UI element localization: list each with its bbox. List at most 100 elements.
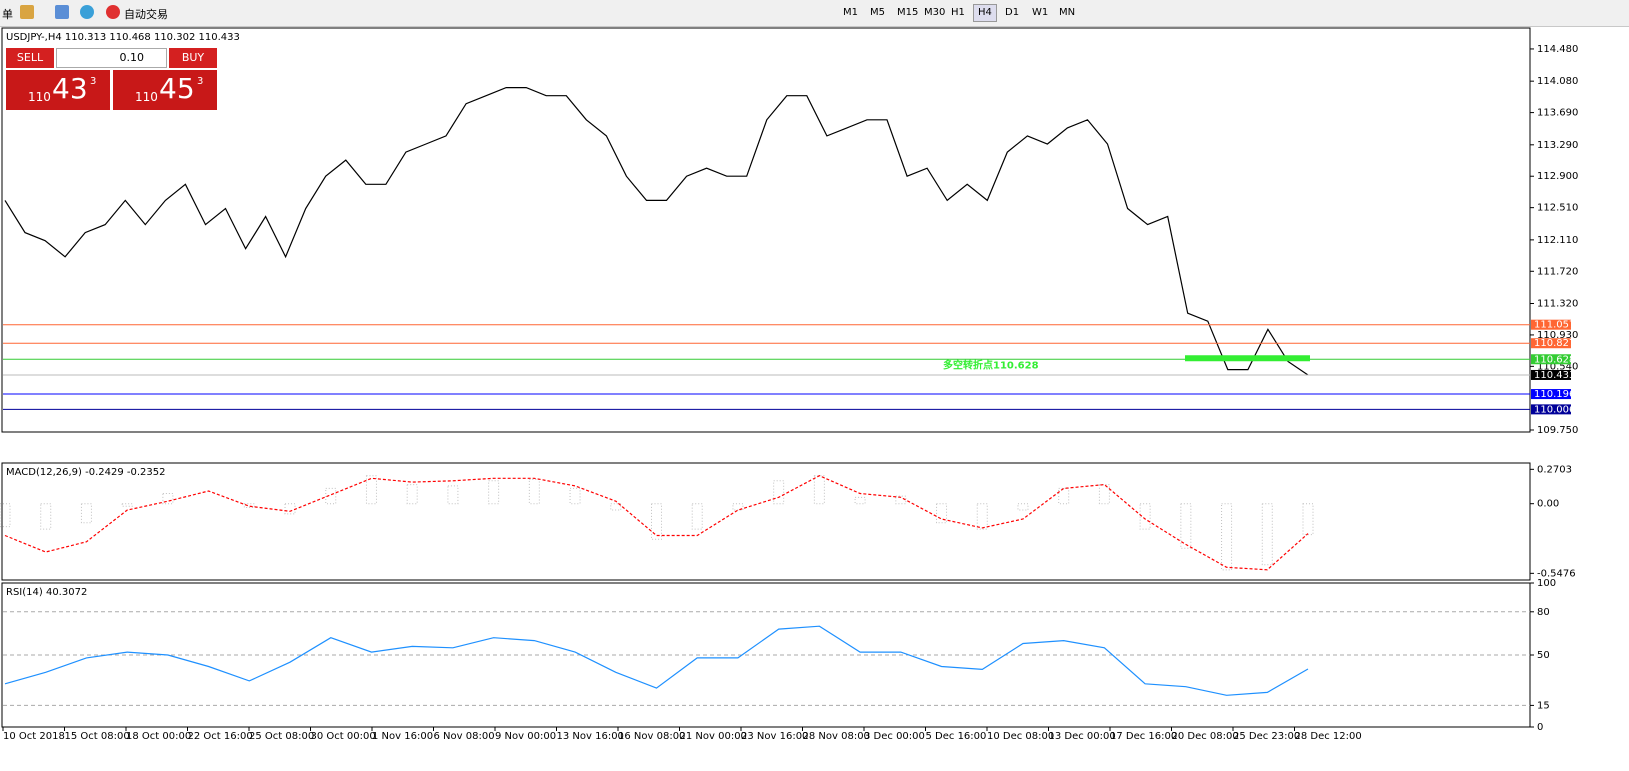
level-label: 110.196 [1534, 389, 1575, 400]
level-tag [1531, 404, 1571, 415]
histogram-bar [569, 487, 581, 505]
trade-panel: SELL 0.10 BUY 110 43 3 110 45 3 [6, 48, 217, 110]
timeframe-button[interactable]: H4 [973, 4, 997, 22]
level-label: 110.006 [1534, 404, 1575, 415]
y-tick-label: 100 [1537, 578, 1556, 589]
x-tick-label: 22 Oct 16:00 [188, 731, 253, 742]
y-tick-label: 80 [1537, 607, 1550, 618]
histogram-bar [121, 503, 133, 507]
chart-area: USDJPY-,H4 110.313 110.468 110.302 110.4… [0, 27, 1578, 742]
price-main: 43 [52, 72, 88, 105]
icon[interactable] [20, 5, 34, 19]
timeframe-button[interactable]: M30 [924, 7, 946, 18]
y-tick-label: 15 [1537, 700, 1550, 711]
x-tick-label: 28 Dec 12:00 [1295, 731, 1362, 742]
level-tag [1531, 354, 1571, 365]
x-tick-label: 18 Oct 00:00 [126, 731, 191, 742]
sell-button[interactable]: SELL [6, 48, 54, 68]
y-tick-label: 109.750 [1537, 425, 1578, 436]
histogram-bar [243, 503, 255, 509]
histogram-bar [0, 503, 11, 528]
histogram-bar [406, 484, 418, 505]
icon[interactable] [80, 5, 94, 19]
y-tick-label: 110.540 [1537, 361, 1578, 372]
y-tick-label: 112.510 [1537, 203, 1578, 214]
x-tick-label: 25 Oct 08:00 [249, 731, 314, 742]
timeframe-button[interactable]: W1 [1032, 7, 1049, 18]
level-label: 110.628 [1534, 354, 1575, 365]
timeframe-button[interactable]: M15 [897, 7, 919, 18]
auto-trade[interactable]: 自动交易 [124, 8, 168, 21]
icon[interactable] [55, 5, 69, 19]
histogram-bar [732, 503, 744, 511]
level-label: 111.057 [1534, 320, 1575, 331]
y-tick-label: 0 [1537, 722, 1543, 733]
timeframe-button[interactable]: M1 [843, 7, 858, 18]
histogram-bar [1261, 503, 1273, 566]
last-price-label: 110.433 [1534, 370, 1575, 381]
y-tick-label: 0.2703 [1537, 464, 1572, 475]
level-tag [1531, 319, 1571, 330]
y-tick-label: 110.930 [1537, 330, 1578, 341]
lot-input[interactable]: 0.10 [56, 48, 167, 68]
histogram-bar [691, 503, 703, 530]
histogram-bar [80, 503, 92, 524]
y-tick-label: 114.080 [1537, 76, 1578, 87]
histogram-bar [813, 475, 825, 505]
level-tag [1531, 338, 1571, 349]
histogram-bar [162, 493, 174, 505]
y-tick-label: 0.00 [1537, 499, 1559, 510]
histogram-bar [651, 503, 662, 540]
menu[interactable]: 单 [2, 8, 13, 21]
histogram-bar [936, 503, 948, 524]
y-tick-label: 112.110 [1537, 235, 1578, 246]
histogram-bar [488, 480, 500, 505]
x-tick-label: 16 Nov 08:00 [618, 731, 685, 742]
x-tick-label: 30 Oct 00:00 [311, 731, 376, 742]
icon[interactable] [106, 5, 120, 19]
panel-frame [1, 27, 1531, 433]
x-tick-label: 3 Dec 00:00 [864, 731, 925, 742]
level-label: 110.827 [1534, 338, 1575, 349]
x-tick-label: 5 Dec 16:00 [926, 731, 987, 742]
last-price-tag [1531, 369, 1571, 380]
series-line [4, 625, 1309, 696]
price-main: 45 [159, 72, 195, 105]
histogram-bar [528, 479, 540, 505]
y-tick-label: -0.5476 [1537, 568, 1576, 579]
histogram-bar [1098, 484, 1110, 505]
price-pip: 3 [197, 76, 204, 87]
annotation: 多空转折点110.628 [943, 358, 1039, 371]
histogram-bar [325, 487, 337, 505]
x-tick-label: 9 Nov 00:00 [495, 731, 556, 742]
y-tick-label: 113.290 [1537, 140, 1578, 151]
panel-title: RSI(14) 40.3072 [6, 587, 87, 598]
x-tick-label: 28 Nov 08:00 [803, 731, 870, 742]
histogram-bar [365, 475, 377, 505]
buy-price[interactable]: 110 45 3 [113, 70, 217, 110]
histogram-bar [40, 503, 52, 530]
x-tick-label: 21 Nov 00:00 [680, 731, 747, 742]
sell-price[interactable]: 110 43 3 [6, 70, 110, 110]
y-tick-label: 112.900 [1537, 171, 1578, 182]
timeframe-button[interactable]: M5 [870, 7, 885, 18]
x-tick-label: 17 Dec 16:00 [1110, 731, 1177, 742]
histogram-bar [1058, 487, 1070, 505]
buy-button[interactable]: BUY [169, 48, 217, 68]
toolbar: 单 自动交易 M1 M5 M15 M30 H1 H4 D1 W1 MN [0, 0, 1629, 27]
panel-title: MACD(12,26,9) -0.2429 -0.2352 [6, 467, 166, 478]
series-line [4, 475, 1309, 571]
series-line [4, 87, 1309, 376]
timeframe-button[interactable]: MN [1059, 7, 1076, 18]
y-tick-label: 111.720 [1537, 266, 1578, 277]
x-tick-label: 15 Oct 08:00 [65, 731, 130, 742]
price-big: 110 [28, 90, 51, 104]
histogram-bar [773, 480, 785, 505]
timeframe-button[interactable]: D1 [1005, 7, 1020, 18]
price-big: 110 [135, 90, 158, 104]
timeframe-button[interactable]: H1 [951, 7, 965, 18]
y-tick-label: 113.690 [1537, 108, 1578, 119]
x-tick-label: 13 Dec 00:00 [1049, 731, 1116, 742]
panel-title: USDJPY-,H4 110.313 110.468 110.302 110.4… [6, 32, 240, 43]
